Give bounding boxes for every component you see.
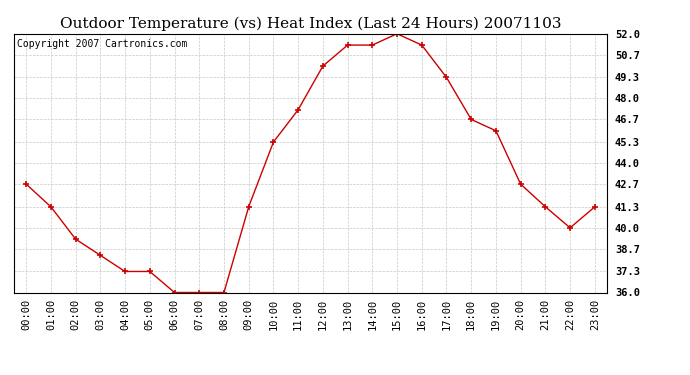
Title: Outdoor Temperature (vs) Heat Index (Last 24 Hours) 20071103: Outdoor Temperature (vs) Heat Index (Las… xyxy=(60,17,561,31)
Text: Copyright 2007 Cartronics.com: Copyright 2007 Cartronics.com xyxy=(17,39,187,49)
